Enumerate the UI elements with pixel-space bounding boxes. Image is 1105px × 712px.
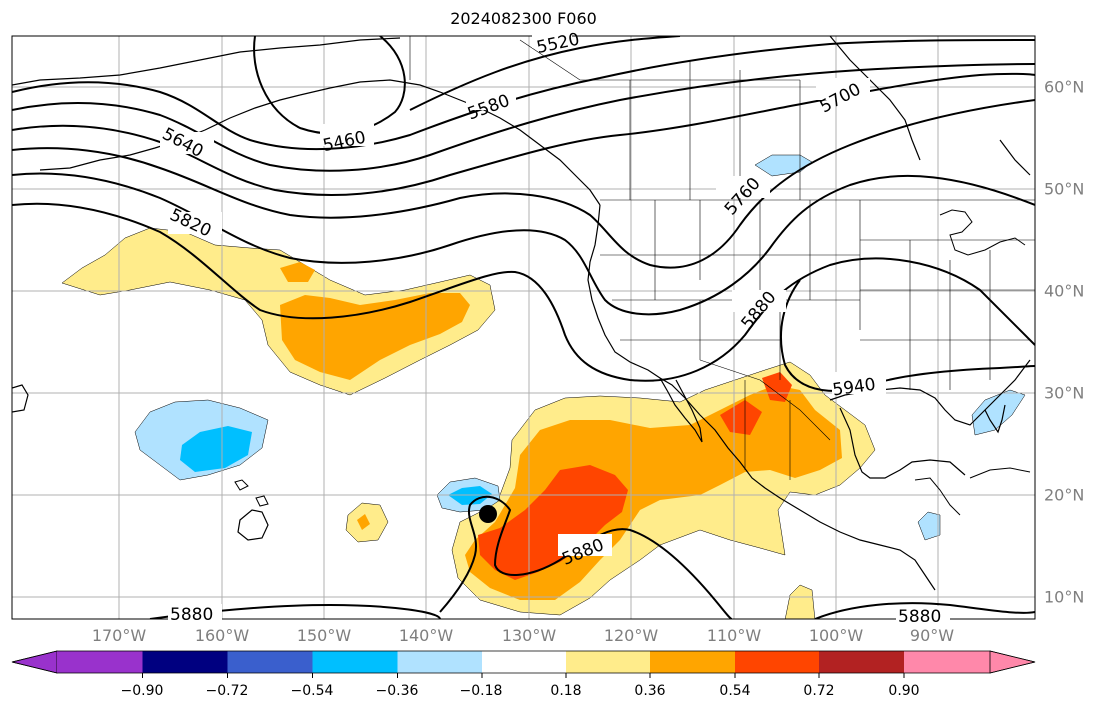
colorbar-bin-8 — [735, 651, 819, 673]
contour-label-5880-bottom-left: 5880 — [170, 605, 213, 625]
lon-label-110w: 110°W — [706, 626, 762, 645]
coast-alaska — [12, 37, 401, 86]
colorbar-bin-9 — [819, 651, 904, 673]
coastline-layer — [12, 36, 1035, 591]
positive-anomaly-mid-nepac — [280, 293, 470, 380]
negative-anomaly-small-cam — [917, 511, 941, 541]
island-hawaii-3 — [255, 495, 269, 507]
negative-anomaly-mid-cpac — [180, 426, 252, 472]
colorbar-tick-4: −0.18 — [459, 683, 503, 699]
lat-label-50n: 50°N — [1044, 179, 1085, 199]
positive-anomaly-high-mex — [720, 400, 762, 435]
coast-hudson — [829, 36, 921, 161]
island-left-edge — [12, 384, 29, 413]
colorbar-bin-10 — [904, 651, 990, 673]
lon-label-170w: 170°W — [91, 626, 147, 645]
colorbar-tick-2: −0.54 — [290, 683, 334, 699]
colorbar-tick-3: −0.36 — [375, 683, 419, 699]
negative-anomaly-small-bc — [754, 154, 813, 177]
storm-center-dot — [479, 505, 497, 523]
colorbar-tick-8: 0.72 — [803, 683, 835, 699]
contour-5940 — [779, 279, 1035, 392]
negative-anomaly-small-atl — [971, 389, 1026, 436]
coast-florida — [984, 404, 1006, 434]
lon-label-120w: 120°W — [603, 626, 659, 645]
colorbar-tick-7: 0.54 — [719, 683, 751, 699]
colorbar-tick-5: 0.18 — [550, 683, 582, 699]
contour-5460-loop — [253, 36, 406, 135]
colorbar-bin-0 — [57, 651, 143, 673]
coast-baja — [659, 377, 703, 443]
colorbar-tick-0: −0.90 — [120, 683, 164, 699]
positive-anomaly-high-epac — [478, 465, 628, 580]
lat-label-30n: 30°N — [1044, 383, 1085, 403]
positive-anomaly-small-south — [784, 584, 816, 619]
lat-label-40n: 40°N — [1044, 281, 1085, 301]
lon-label-100w: 100°W — [808, 626, 864, 645]
colorbar-outline — [11, 650, 1036, 674]
contour-5880-bottom-right — [814, 602, 1035, 619]
positive-anomaly-mid-small — [280, 262, 315, 282]
contour-5520 — [409, 36, 681, 111]
coast-newfoundland — [999, 139, 1031, 176]
colorbar-bin-4 — [397, 651, 482, 673]
great-lakes — [939, 209, 1026, 256]
canada-provinces — [409, 36, 801, 200]
colorbar-tick-1: −0.72 — [205, 683, 249, 699]
coast-us-west — [587, 204, 936, 591]
colorbar-bin-2 — [227, 651, 313, 673]
colorbar-bin-6 — [566, 651, 650, 673]
coast-cuba — [969, 467, 1031, 479]
mexico-states — [699, 359, 831, 480]
colorbar-bin-3 — [312, 651, 398, 673]
contour-label-5640: 5640 — [159, 124, 207, 162]
contour-label-layer: 5520 5580 5460 5640 5700 5760 5820 5880 … — [159, 29, 950, 627]
colorbar — [11, 650, 1036, 678]
island-hawaii-1 — [237, 509, 269, 541]
colorbar-bin-1 — [142, 651, 228, 673]
lon-label-150w: 150°W — [296, 626, 352, 645]
lat-label-60n: 60°N — [1044, 77, 1085, 97]
colorbar-max-arrow — [989, 650, 1036, 674]
anomaly-fill-layer — [61, 154, 1026, 619]
coast-gulf-mexico — [839, 407, 966, 479]
positive-anomaly-small-hi-core — [357, 514, 370, 530]
map-frame — [11, 35, 1036, 620]
contour-5640 — [12, 63, 1035, 172]
map-title: 2024082300 F060 — [450, 9, 597, 28]
lat-label-10n: 10°N — [1044, 587, 1085, 607]
state-borders — [600, 199, 1035, 390]
colorbar-min-arrow — [11, 650, 58, 674]
contour-label-5880-bottom-right: 5880 — [898, 607, 941, 627]
coast-yucatan — [914, 477, 961, 516]
contour-5880-tropical — [439, 495, 733, 619]
positive-anomaly-high-gulf — [762, 372, 792, 402]
colorbar-bin-7 — [650, 651, 735, 673]
contour-5880-main — [12, 202, 1035, 382]
contour-5760 — [12, 99, 1035, 269]
lon-label-140w: 140°W — [398, 626, 454, 645]
lon-label-90w: 90°W — [909, 626, 955, 645]
colorbar-tick-6: 0.36 — [634, 683, 666, 699]
contour-5580 — [12, 39, 1035, 151]
colorbar-tick-9: 0.90 — [888, 683, 920, 699]
lon-label-130w: 130°W — [501, 626, 557, 645]
island-hawaii-2 — [234, 479, 249, 491]
colorbar-bin-5 — [482, 651, 566, 673]
lon-label-160w: 160°W — [194, 626, 250, 645]
lat-label-20n: 20°N — [1044, 485, 1085, 505]
